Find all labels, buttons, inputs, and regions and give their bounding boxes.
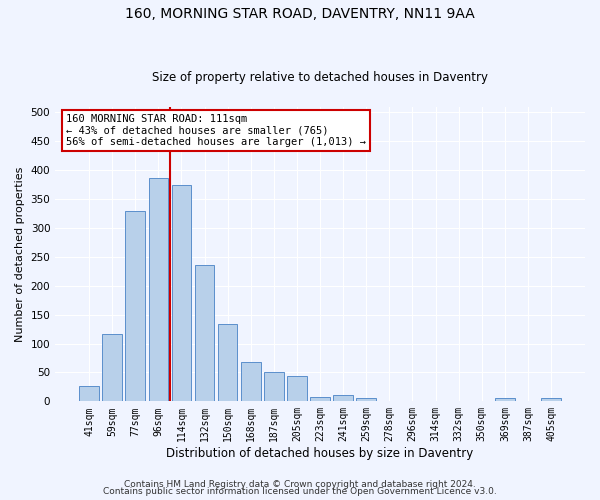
Bar <box>380 401 399 402</box>
Bar <box>541 398 561 402</box>
Bar <box>218 324 238 402</box>
Text: 160, MORNING STAR ROAD, DAVENTRY, NN11 9AA: 160, MORNING STAR ROAD, DAVENTRY, NN11 9… <box>125 8 475 22</box>
Bar <box>287 376 307 402</box>
Bar <box>149 178 168 402</box>
Bar <box>79 386 99 402</box>
Bar <box>241 362 260 402</box>
Bar <box>403 401 422 402</box>
Bar <box>264 372 284 402</box>
Bar <box>495 398 515 402</box>
X-axis label: Distribution of detached houses by size in Daventry: Distribution of detached houses by size … <box>166 447 474 460</box>
Bar <box>356 398 376 402</box>
Bar <box>125 210 145 402</box>
Text: Contains HM Land Registry data © Crown copyright and database right 2024.: Contains HM Land Registry data © Crown c… <box>124 480 476 489</box>
Bar <box>334 395 353 402</box>
Bar <box>172 184 191 402</box>
Bar <box>103 334 122 402</box>
Title: Size of property relative to detached houses in Daventry: Size of property relative to detached ho… <box>152 72 488 85</box>
Y-axis label: Number of detached properties: Number of detached properties <box>15 166 25 342</box>
Text: 160 MORNING STAR ROAD: 111sqm
← 43% of detached houses are smaller (765)
56% of : 160 MORNING STAR ROAD: 111sqm ← 43% of d… <box>66 114 366 147</box>
Text: Contains public sector information licensed under the Open Government Licence v3: Contains public sector information licen… <box>103 487 497 496</box>
Bar <box>195 265 214 402</box>
Bar <box>426 401 445 402</box>
Bar <box>310 396 330 402</box>
